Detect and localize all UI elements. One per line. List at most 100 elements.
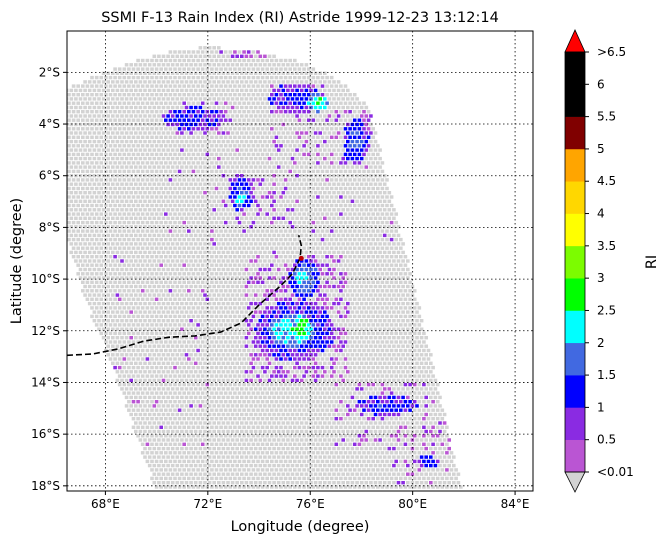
rain-pixel (131, 67, 136, 71)
rain-pixel (394, 306, 398, 310)
rain-pixel (78, 114, 83, 118)
rain-pixel (207, 259, 212, 263)
rain-pixel (219, 84, 223, 88)
rain-pixel (389, 289, 394, 293)
rain-pixel (97, 105, 101, 110)
rain-pixel (318, 225, 322, 229)
rain-pixel (385, 323, 389, 327)
rain-pixel (240, 131, 244, 135)
rain-pixel (170, 139, 175, 144)
rain-pixel (258, 336, 263, 340)
rain-pixel (399, 340, 403, 344)
rain-pixel (94, 169, 99, 174)
rain-pixel (380, 357, 385, 361)
rain-pixel (180, 165, 184, 169)
rain-pixel (290, 105, 295, 110)
rain-pixel (230, 353, 235, 357)
rain-pixel (170, 293, 175, 297)
rain-pixel (117, 237, 122, 242)
rain-pixel (406, 293, 410, 297)
rain-pixel (281, 208, 286, 212)
rain-pixel (166, 71, 170, 75)
rain-pixel (221, 336, 226, 340)
rain-pixel (140, 212, 145, 216)
rain-pixel (182, 127, 186, 131)
rain-pixel (129, 293, 133, 297)
rain-pixel (348, 169, 352, 174)
rain-pixel (270, 323, 274, 327)
rain-pixel (399, 297, 403, 301)
rain-pixel (406, 284, 410, 289)
rain-pixel (150, 280, 154, 284)
rain-pixel (193, 114, 198, 118)
rain-pixel (147, 225, 152, 229)
rain-pixel (364, 216, 369, 220)
rain-pixel (263, 97, 267, 101)
rain-pixel (143, 191, 147, 195)
rain-pixel (228, 237, 233, 242)
rain-pixel (104, 135, 108, 139)
rain-pixel (244, 208, 249, 212)
rain-pixel (350, 310, 355, 314)
rain-pixel (207, 310, 212, 314)
rain-pixel (134, 80, 138, 84)
rain-pixel (265, 280, 269, 284)
rain-pixel (154, 144, 159, 148)
rain-pixel (253, 114, 258, 118)
rain-pixel (235, 233, 239, 238)
rain-pixel (309, 156, 313, 161)
rain-pixel (166, 114, 170, 118)
rain-pixel (279, 306, 283, 310)
rain-pixel (205, 255, 210, 259)
rain-pixel (265, 212, 269, 216)
rain-pixel (371, 297, 375, 301)
rain-pixel (104, 161, 108, 165)
rain-pixel (373, 267, 378, 272)
rain-pixel (177, 118, 182, 122)
rain-pixel (67, 144, 71, 148)
rain-pixel (334, 127, 339, 131)
rain-pixel (311, 135, 316, 139)
rain-pixel (373, 242, 378, 246)
rain-pixel (182, 306, 186, 310)
rain-pixel (302, 220, 306, 225)
rain-pixel (260, 357, 265, 361)
rain-pixel (122, 237, 127, 242)
rain-pixel (339, 101, 343, 105)
rain-pixel (226, 336, 230, 340)
rain-pixel (316, 203, 320, 208)
rain-pixel (214, 195, 219, 199)
rain-pixel (309, 114, 313, 118)
rain-pixel (299, 276, 304, 280)
rain-pixel (332, 250, 336, 255)
rain-pixel (286, 208, 290, 212)
rain-pixel (399, 289, 403, 293)
rain-pixel (205, 127, 210, 131)
rain-pixel (170, 216, 175, 220)
rain-pixel (226, 139, 230, 144)
rain-pixel (267, 250, 272, 255)
rain-pixel (297, 272, 302, 276)
rain-pixel (357, 195, 362, 199)
rain-pixel (352, 272, 357, 276)
rain-pixel (304, 242, 309, 246)
rain-pixel (108, 306, 113, 310)
rain-pixel (138, 216, 143, 220)
rain-pixel (111, 105, 115, 110)
rain-pixel (85, 144, 90, 148)
rain-pixel (129, 284, 133, 289)
rain-pixel (131, 314, 136, 319)
rain-pixel (380, 255, 385, 259)
rain-pixel (415, 301, 419, 306)
rain-pixel (302, 203, 306, 208)
rain-pixel (115, 267, 120, 272)
rain-pixel (184, 191, 189, 195)
rain-pixel (127, 314, 131, 319)
rain-pixel (214, 246, 219, 250)
rain-pixel (127, 195, 131, 199)
rain-pixel (272, 80, 276, 84)
rain-pixel (371, 169, 375, 174)
rain-pixel (214, 340, 219, 344)
rain-pixel (313, 139, 318, 144)
rain-pixel (311, 152, 316, 157)
